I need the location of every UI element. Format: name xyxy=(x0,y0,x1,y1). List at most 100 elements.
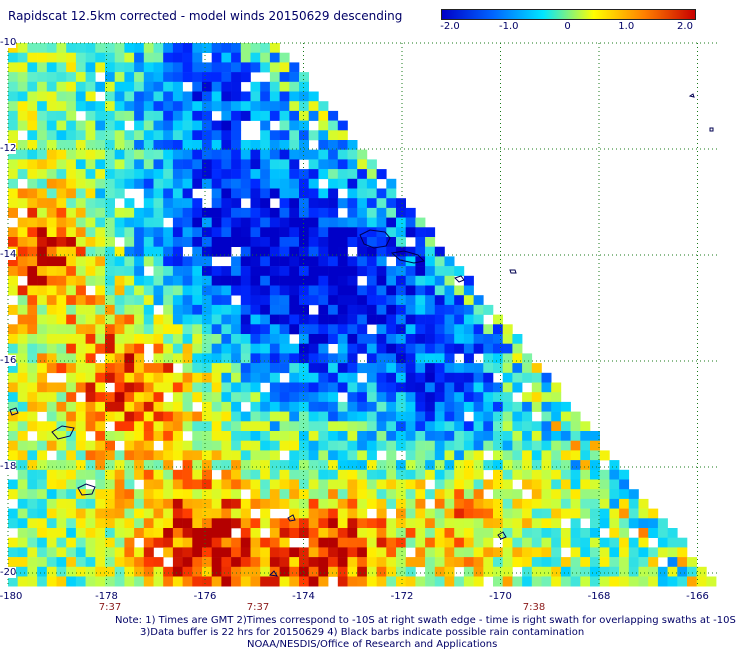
wind-cell xyxy=(114,207,125,218)
wind-cell xyxy=(27,537,38,548)
wind-cell xyxy=(279,256,290,267)
wind-cell xyxy=(396,547,406,558)
wind-cell xyxy=(357,217,368,228)
wind-cell xyxy=(483,498,494,509)
wind-cell xyxy=(269,246,280,257)
wind-cell xyxy=(512,334,523,344)
wind-cell xyxy=(17,489,28,500)
wind-cell xyxy=(522,363,533,374)
wind-cell xyxy=(357,479,368,490)
wind-cell xyxy=(75,421,86,432)
wind-cell xyxy=(85,537,96,548)
wind-cell xyxy=(182,207,193,218)
wind-cell xyxy=(279,314,290,325)
wind-cell xyxy=(221,188,232,199)
wind-cell xyxy=(502,479,513,490)
wind-cell xyxy=(337,120,348,131)
wind-cell xyxy=(143,275,154,286)
wind-cell xyxy=(308,421,319,432)
wind-cell xyxy=(337,489,348,500)
wind-cell xyxy=(531,469,542,480)
wind-cell xyxy=(231,508,242,519)
wind-cell xyxy=(221,508,232,519)
wind-cell xyxy=(124,198,135,209)
wind-cell xyxy=(328,130,339,141)
wind-cell xyxy=(570,528,581,538)
wind-cell xyxy=(114,81,125,92)
wind-cell xyxy=(163,343,174,354)
wind-cell xyxy=(551,411,562,422)
wind-cell xyxy=(357,431,368,441)
wind-cell xyxy=(386,557,397,568)
wind-cell xyxy=(337,479,348,490)
wind-cell xyxy=(85,518,96,529)
wind-cell xyxy=(463,518,474,529)
wind-cell xyxy=(638,566,649,577)
wind-cell xyxy=(202,178,212,189)
wind-cell xyxy=(105,547,115,558)
wind-cell xyxy=(473,518,484,529)
wind-cell xyxy=(444,295,455,306)
wind-cell xyxy=(454,314,465,325)
wind-cell xyxy=(328,285,339,296)
wind-cell xyxy=(75,101,86,112)
wind-cell xyxy=(502,547,513,558)
wind-cell xyxy=(337,285,348,296)
wind-cell xyxy=(386,401,397,412)
wind-cell xyxy=(221,479,232,490)
wind-cell xyxy=(56,460,67,471)
wind-cell xyxy=(143,140,154,150)
wind-cell xyxy=(386,246,397,257)
wind-cell xyxy=(580,566,591,577)
wind-cell xyxy=(8,479,18,490)
wind-cell xyxy=(337,178,348,189)
wind-cell xyxy=(8,382,18,393)
wind-cell xyxy=(260,411,271,422)
wind-cell xyxy=(337,140,348,150)
wind-cell xyxy=(27,207,38,218)
wind-cell xyxy=(357,295,368,306)
wind-cell xyxy=(260,508,271,519)
wind-cell xyxy=(512,508,523,519)
wind-cell xyxy=(240,295,251,306)
wind-cell xyxy=(590,469,600,480)
wind-cell xyxy=(105,518,115,529)
wind-cell xyxy=(250,372,261,383)
wind-cell xyxy=(425,450,436,461)
wind-cell xyxy=(163,256,174,267)
wind-cell xyxy=(124,411,135,422)
wind-cell xyxy=(124,81,135,92)
wind-cell xyxy=(396,460,406,471)
wind-cell xyxy=(250,198,261,209)
wind-cell xyxy=(386,372,397,383)
wind-cell xyxy=(531,489,542,500)
wind-cell xyxy=(105,188,115,199)
wind-cell xyxy=(66,237,77,247)
wind-cell xyxy=(240,440,251,451)
wind-cell xyxy=(134,382,145,393)
wind-cell xyxy=(318,411,329,422)
wind-cell xyxy=(182,178,193,189)
wind-cell xyxy=(580,431,591,441)
wind-cell xyxy=(454,324,465,335)
wind-cell xyxy=(522,431,533,441)
wind-cell xyxy=(551,440,562,451)
wind-cell xyxy=(328,334,339,344)
wind-cell xyxy=(124,246,135,257)
wind-cell xyxy=(182,363,193,374)
wind-cell xyxy=(66,91,77,102)
wind-cell xyxy=(376,295,387,306)
wind-cell xyxy=(560,469,571,480)
wind-cell xyxy=(202,401,212,412)
wind-cell xyxy=(240,110,251,121)
wind-cell xyxy=(192,266,203,277)
wind-cell xyxy=(221,566,232,577)
wind-cell xyxy=(114,140,125,150)
wind-cell xyxy=(687,566,697,577)
wind-cell xyxy=(318,207,329,218)
wind-cell xyxy=(308,557,319,568)
wind-cell xyxy=(56,178,67,189)
wind-cell xyxy=(260,353,271,364)
wind-cell xyxy=(250,440,261,451)
wind-cell xyxy=(386,431,397,441)
